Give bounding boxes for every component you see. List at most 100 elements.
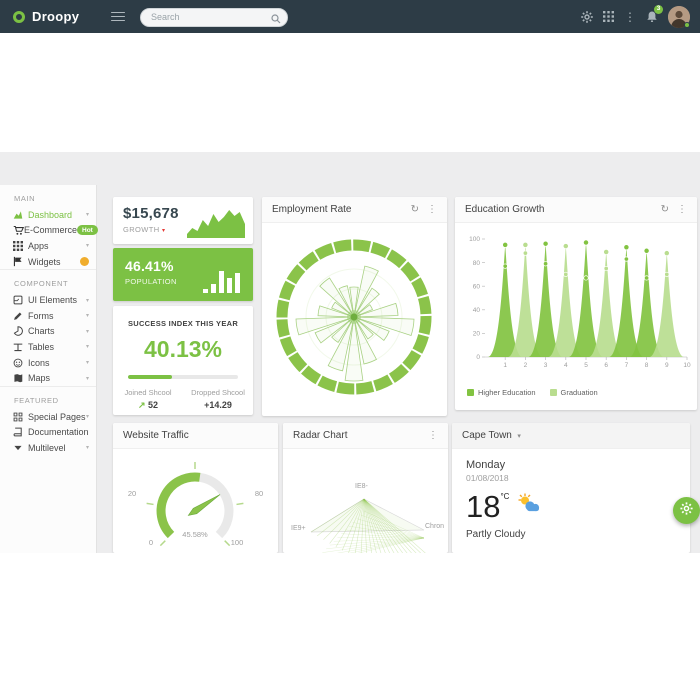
caret-down-icon[interactable]: ▾: [517, 433, 521, 440]
apps-icon: [13, 240, 28, 251]
success-index-card: SUCCESS INDEX THIS YEAR 40.13% Joined Sh…: [113, 306, 253, 415]
svg-text:45.58%: 45.58%: [182, 530, 208, 539]
smiley-icon: [13, 358, 28, 368]
sidebar-item-special-pages[interactable]: Special Pages ▾: [0, 409, 96, 425]
pie-chart-icon: [13, 326, 28, 337]
weather-unit: °C: [500, 492, 510, 501]
dropped-label: Dropped Shcool: [191, 388, 245, 397]
caret-down-icon: ▾: [85, 344, 89, 351]
growth-sparkline-chart: [187, 210, 245, 238]
weather-day: Monday: [466, 459, 506, 471]
sidebar-item-dashboard[interactable]: Dashboard ▾: [0, 207, 96, 223]
caret-down-icon: ▾: [85, 313, 89, 320]
sidebar-item-icons[interactable]: Icons ▾: [0, 355, 96, 371]
shopping-cart-icon: [13, 225, 24, 236]
population-label: POPULATION: [125, 277, 177, 286]
sidebar-item-ecommerce[interactable]: E-Commerce Hot: [0, 223, 98, 239]
weather-temp: 18: [466, 489, 501, 524]
employment-rose-chart: [276, 239, 432, 395]
kebab-menu-icon[interactable]: ⋮: [677, 203, 687, 215]
gear-icon: [680, 501, 693, 520]
education-title: Education Growth: [465, 204, 545, 215]
search-input[interactable]: [140, 7, 288, 27]
settings-fab-button[interactable]: [673, 497, 700, 524]
svg-text:20: 20: [128, 489, 136, 498]
sidebar-item-charts[interactable]: Charts ▾: [0, 324, 96, 340]
weather-card: Cape Town ▾ Monday 01/08/2018 18 °C Part…: [452, 423, 690, 553]
svg-text:0: 0: [149, 538, 153, 547]
sidebar-item-tables[interactable]: Tables ▾: [0, 339, 96, 355]
caret-down-icon: ▾: [85, 360, 89, 367]
notifications-bell-icon[interactable]: 3: [646, 5, 663, 23]
legend-higher-education: Higher Education: [478, 388, 536, 397]
svg-text:5: 5: [584, 362, 588, 369]
ui-elements-icon: [13, 295, 28, 305]
online-status-dot: [684, 21, 690, 28]
success-value: 40.13%: [143, 336, 222, 362]
svg-text:100: 100: [469, 236, 480, 243]
svg-text:6: 6: [604, 362, 608, 369]
employment-rate-card: Employment Rate ↻ ⋮: [262, 197, 447, 416]
radar-axis-chron: Chron: [425, 523, 445, 530]
weather-condition: Partly Cloudy: [466, 529, 526, 540]
caret-down-icon: ▾: [85, 212, 89, 219]
svg-text:60: 60: [473, 283, 481, 290]
book-icon: [13, 427, 28, 437]
sidebar-item-forms[interactable]: Forms ▾: [0, 308, 96, 324]
refresh-icon[interactable]: ↻: [660, 203, 669, 215]
sidebar-item-ui-elements[interactable]: UI Elements ▾: [0, 292, 96, 308]
menu-toggle-icon[interactable]: [111, 9, 125, 23]
population-value: 46.41%: [125, 258, 174, 274]
settings-gear-icon[interactable]: [581, 10, 593, 23]
svg-text:20: 20: [473, 331, 481, 338]
kebab-menu-icon[interactable]: ⋮: [427, 203, 437, 215]
sidebar-item-maps[interactable]: Maps ▾: [0, 370, 96, 386]
caret-down-icon: ▾: [85, 375, 89, 382]
svg-text:3: 3: [544, 362, 548, 369]
user-avatar[interactable]: [668, 5, 690, 28]
svg-text:80: 80: [255, 489, 263, 498]
search-icon: [271, 11, 281, 29]
more-kebab-icon[interactable]: ⋮: [624, 9, 636, 24]
growth-stat-card: $15,678 GROWTH ▾: [113, 197, 253, 244]
caret-down-icon: ▾: [85, 328, 89, 335]
app-name: Droopy: [32, 9, 80, 24]
svg-text:7: 7: [625, 362, 629, 369]
multilevel-icon: [13, 443, 28, 453]
top-bar: Droopy ⋮ 3: [0, 0, 700, 33]
svg-text:1: 1: [503, 362, 507, 369]
legend-graduation: Graduation: [560, 388, 598, 397]
traffic-title: Website Traffic: [123, 430, 189, 441]
app-logo[interactable]: Droopy: [0, 9, 97, 24]
sidebar-section-main: MAIN: [14, 194, 36, 203]
dashboard-chart-icon: [13, 210, 28, 220]
sidebar-item-apps[interactable]: Apps ▾: [0, 238, 96, 254]
radar-chart-card: Radar Chart ⋮ IE8- IE9+ Chron: [283, 423, 448, 553]
sidebar-item-documentation[interactable]: Documentation: [0, 425, 96, 441]
flag-icon: [13, 256, 28, 267]
svg-text:80: 80: [473, 260, 481, 267]
weather-date: 01/08/2018: [466, 473, 509, 483]
svg-text:8: 8: [645, 362, 649, 369]
partly-cloudy-icon: [515, 493, 543, 520]
svg-text:0: 0: [476, 354, 480, 361]
radar-fan-chart: [310, 498, 426, 553]
apps-grid-icon[interactable]: [603, 11, 614, 22]
traffic-gauge-chart: 0 20 80 100 45.58%: [128, 462, 263, 547]
success-progress-bar: [128, 375, 238, 379]
sidebar: MAIN Dashboard ▾ E-Commerce Hot Apps ▾ W…: [0, 185, 98, 553]
radar-title: Radar Chart: [293, 430, 348, 441]
pencil-icon: [13, 311, 28, 321]
education-legend: Higher Education Graduation: [455, 388, 697, 397]
refresh-icon[interactable]: ↻: [410, 203, 419, 215]
growth-value: $15,678: [123, 205, 179, 222]
sidebar-item-widgets[interactable]: Widgets: [0, 254, 96, 270]
kebab-menu-icon[interactable]: ⋮: [428, 429, 438, 441]
sidebar-item-multilevel[interactable]: Multilevel ▾: [0, 440, 96, 456]
caret-down-icon[interactable]: ▾: [162, 228, 166, 234]
svg-text:100: 100: [231, 538, 244, 547]
success-title: SUCCESS INDEX THIS YEAR: [127, 319, 239, 328]
website-traffic-card: Website Traffic 0 20 80 100 45.58%: [113, 423, 278, 553]
growth-label: GROWTH: [123, 225, 160, 234]
logo-ring-icon: [13, 10, 25, 23]
